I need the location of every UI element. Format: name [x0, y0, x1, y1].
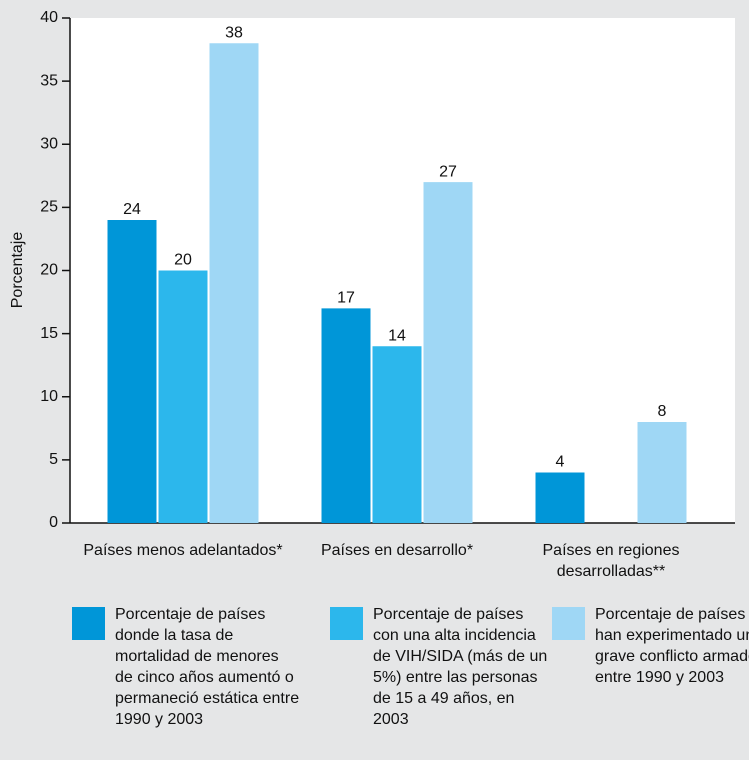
legend-swatch: [552, 607, 585, 640]
y-tick-label: 40: [40, 9, 58, 26]
legend-label: Porcentaje de países con una alta incide…: [373, 606, 548, 728]
y-tick-label: 35: [40, 72, 58, 89]
bar: [321, 308, 371, 523]
y-tick-label: 0: [49, 514, 58, 531]
bar: [637, 422, 687, 523]
y-tick-label: 15: [40, 325, 58, 342]
y-axis-label: Porcentaje: [9, 232, 26, 309]
value-label: 17: [337, 290, 355, 307]
legend-label: Porcentaje de países donde la tasa de mo…: [115, 606, 300, 728]
bar: [535, 472, 585, 523]
bar: [423, 182, 473, 523]
legend-swatch: [330, 607, 363, 640]
bar: [158, 270, 208, 523]
y-tick-label: 5: [49, 451, 58, 468]
value-label: 4: [556, 454, 565, 471]
legend-swatch: [72, 607, 105, 640]
bar: [372, 346, 422, 523]
y-tick-label: 25: [40, 199, 58, 216]
value-label: 8: [658, 403, 667, 420]
value-label: 14: [388, 327, 406, 344]
bar: [209, 43, 259, 523]
value-label: 38: [225, 24, 243, 41]
y-tick-label: 10: [40, 388, 58, 405]
value-label: 24: [123, 201, 141, 218]
x-tick-label: Países menos adelantados*: [83, 542, 283, 559]
bar: [107, 220, 157, 523]
y-tick-label: 30: [40, 135, 58, 152]
value-label: 20: [174, 252, 192, 269]
value-label: 27: [439, 163, 457, 180]
y-tick-label: 20: [40, 262, 58, 279]
x-tick-label: Países en regiones desarrolladas**: [542, 542, 680, 580]
x-tick-label: Países en desarrollo*: [320, 542, 474, 559]
legend-label: Porcentaje de países que han experimenta…: [595, 606, 749, 686]
